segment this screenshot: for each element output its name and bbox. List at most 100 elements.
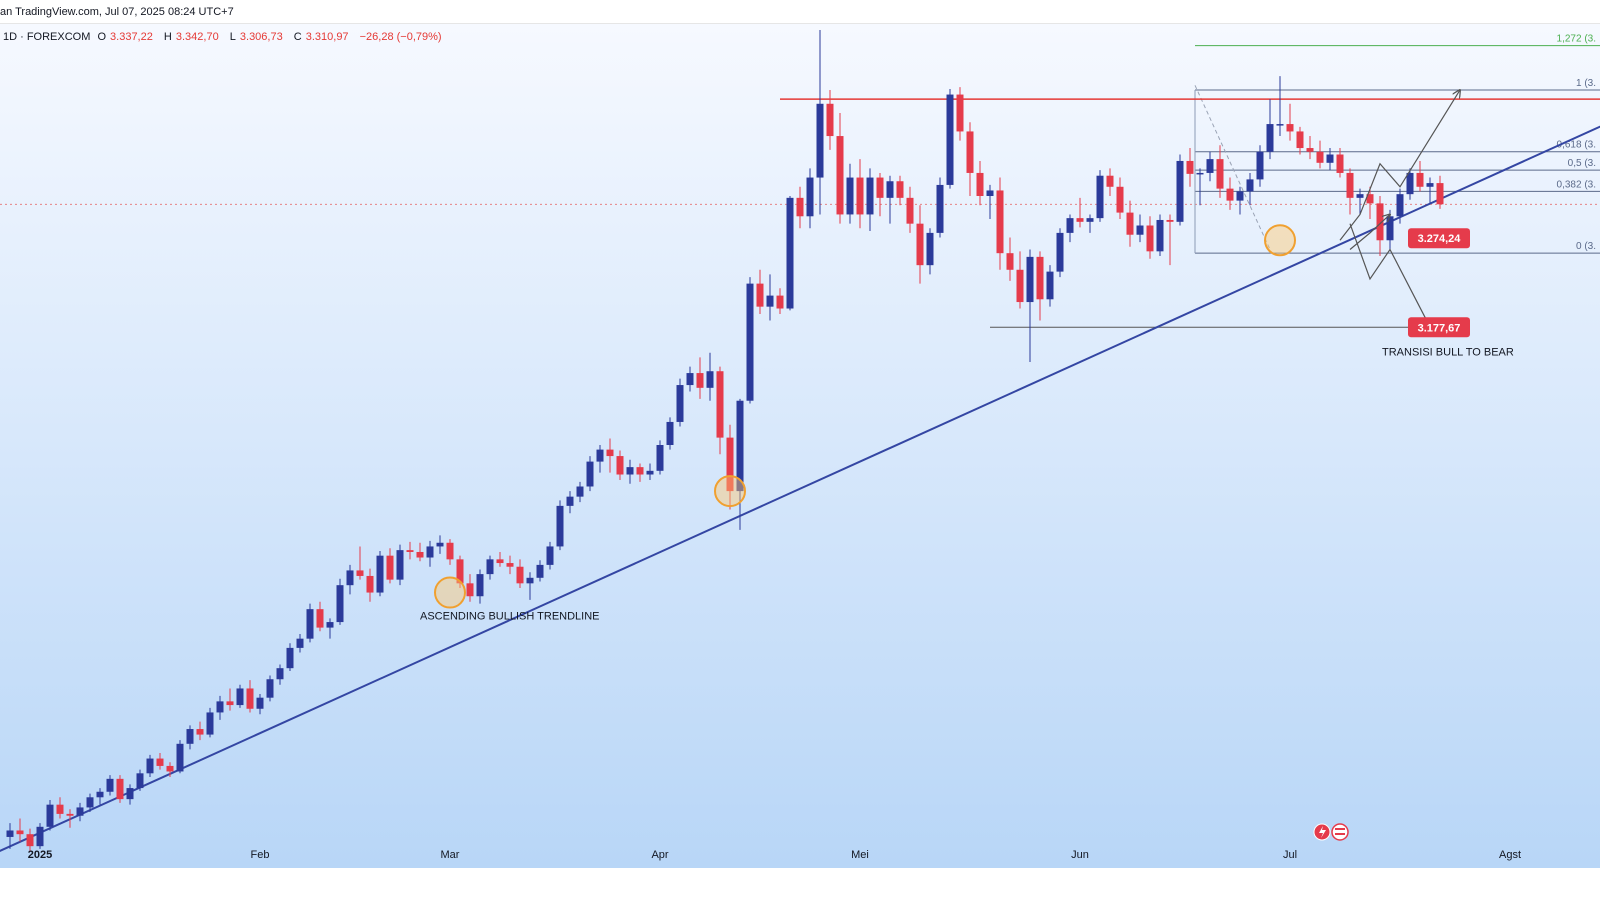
candle-body [1036, 256, 1044, 300]
candle-body [256, 697, 264, 709]
candle-body [1026, 256, 1034, 303]
candle-body [1386, 216, 1394, 241]
x-tick-label: Jul [1283, 849, 1297, 861]
trendline-label: ASCENDING BULLISH TRENDLINE [420, 611, 600, 623]
scenario-path-bull [1339, 90, 1460, 241]
candle-body [276, 668, 284, 680]
candle-body [1276, 124, 1284, 126]
candle-body [1076, 218, 1084, 222]
candlestick-series [6, 30, 1444, 851]
candle-body [1376, 203, 1384, 241]
candle-body [586, 461, 594, 487]
candle-body [296, 638, 304, 648]
candle-body [1046, 271, 1054, 300]
candle-body [16, 830, 24, 835]
candle-body [666, 421, 674, 445]
candle-body [1416, 172, 1424, 187]
candle-body [1226, 188, 1234, 201]
candle-body [96, 791, 104, 798]
candle-body [836, 136, 844, 215]
price-badge [1408, 228, 1470, 249]
candle-body [156, 758, 164, 766]
candle-body [506, 563, 514, 567]
candle-body [1316, 151, 1324, 163]
candle-body [126, 788, 134, 800]
price-badge-label: 3.177,67 [1418, 322, 1461, 334]
candle-body [996, 190, 1004, 254]
candle-body [916, 223, 924, 266]
x-tick-label: Mei [851, 849, 869, 861]
price-badge [1408, 317, 1470, 338]
candle-body [706, 371, 714, 388]
candle-body [736, 400, 744, 492]
candle-body [476, 574, 484, 597]
candle-body [246, 688, 254, 709]
candle-body [1366, 194, 1374, 204]
candle-body [176, 743, 184, 772]
candle-body [386, 555, 394, 580]
top-bar: an TradingView.com, Jul 07, 2025 08:24 U… [0, 0, 1600, 24]
candle-body [976, 172, 984, 196]
candle-body [526, 577, 534, 584]
candle-body [1166, 219, 1174, 222]
flash-glyph [1319, 826, 1326, 838]
candle-body [596, 449, 604, 462]
x-tick-label: 2025 [28, 849, 52, 861]
chart-background [0, 24, 1600, 868]
fib-level-label: 1 (3. [1576, 78, 1596, 89]
candle-body [1236, 191, 1244, 201]
candle-body [1296, 131, 1304, 149]
candle-body [1016, 269, 1024, 303]
candle-body [86, 797, 94, 808]
x-tick-label: Jun [1071, 849, 1089, 861]
candle-body [46, 804, 54, 827]
x-tick-label: Apr [651, 849, 668, 861]
candle-body [266, 679, 274, 698]
candle-body [1396, 194, 1404, 217]
candle-body [856, 177, 864, 215]
candle-body [326, 622, 334, 628]
touch-point-circle [1264, 224, 1296, 257]
candle-body [376, 555, 384, 593]
candle-body [1346, 172, 1354, 198]
candle-body [286, 647, 294, 669]
candle-body [756, 283, 764, 307]
candle-body [516, 566, 524, 584]
candle-body [676, 385, 684, 422]
candle-body [1136, 225, 1144, 235]
ascending-trendline [0, 125, 1600, 852]
candle-body [56, 804, 64, 814]
bottom-band [0, 868, 1600, 900]
candle-body [26, 834, 34, 847]
annotation-text: TRANSISI BULL TO BEAR [1382, 346, 1514, 358]
candle-body [626, 467, 634, 475]
candle-body [636, 467, 644, 475]
candle-body [496, 559, 504, 564]
candle-body [556, 505, 564, 547]
candle-body [616, 456, 624, 475]
candle-body [926, 232, 934, 266]
candle-body [966, 131, 974, 173]
candle-body [1066, 218, 1074, 233]
candle-body [406, 550, 414, 552]
candle-body [846, 177, 854, 215]
candle-body [336, 585, 344, 623]
candle-body [806, 177, 814, 217]
candle-body [1406, 172, 1414, 195]
candle-body [1156, 219, 1164, 252]
candle-body [456, 559, 464, 584]
touch-point-circle [714, 475, 746, 508]
candle-body [426, 546, 434, 558]
x-tick-label: Feb [251, 849, 270, 861]
candle-body [906, 197, 914, 224]
candle-body [356, 570, 364, 576]
candle-body [446, 542, 454, 560]
candle-body [76, 807, 84, 816]
candle-body [196, 729, 204, 735]
fib-level-label: 0,382 (3. [1557, 179, 1596, 190]
candle-body [1326, 154, 1334, 163]
candle-body [116, 778, 124, 800]
price-badge-label: 3.274,24 [1418, 233, 1462, 245]
fib-level-label: 0,5 (3. [1568, 158, 1596, 169]
